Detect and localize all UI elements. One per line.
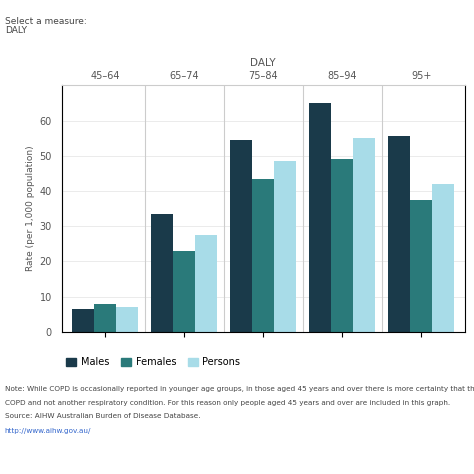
Text: COPD and not another respiratory condition. For this reason only people aged 45 : COPD and not another respiratory conditi… [5,400,450,406]
Bar [72,309,94,332]
Bar [353,138,375,332]
Bar [432,184,454,332]
Bar [94,304,116,332]
Text: Note: While COPD is occasionally reported in younger age groups, in those aged 4: Note: While COPD is occasionally reporte… [5,386,474,392]
Bar [230,140,252,332]
Text: DALY: DALY [5,26,27,35]
Bar [173,251,195,332]
Bar [410,200,432,332]
Y-axis label: Rate (per 1,000 population): Rate (per 1,000 population) [27,146,36,272]
Bar [309,103,331,332]
Bar [116,307,138,332]
X-axis label: DALY: DALY [250,58,276,68]
Bar [151,214,173,332]
Bar [331,159,353,332]
Legend: Males, Females, Persons: Males, Females, Persons [66,357,240,367]
Bar [195,235,217,332]
Text: Source: AIHW Australian Burden of Disease Database.: Source: AIHW Australian Burden of Diseas… [5,413,200,419]
Bar [274,161,296,332]
Bar [252,179,274,332]
Text: Select a measure:: Select a measure: [5,17,86,26]
Bar [388,137,410,332]
Text: http://www.aihw.gov.au/: http://www.aihw.gov.au/ [5,428,91,435]
